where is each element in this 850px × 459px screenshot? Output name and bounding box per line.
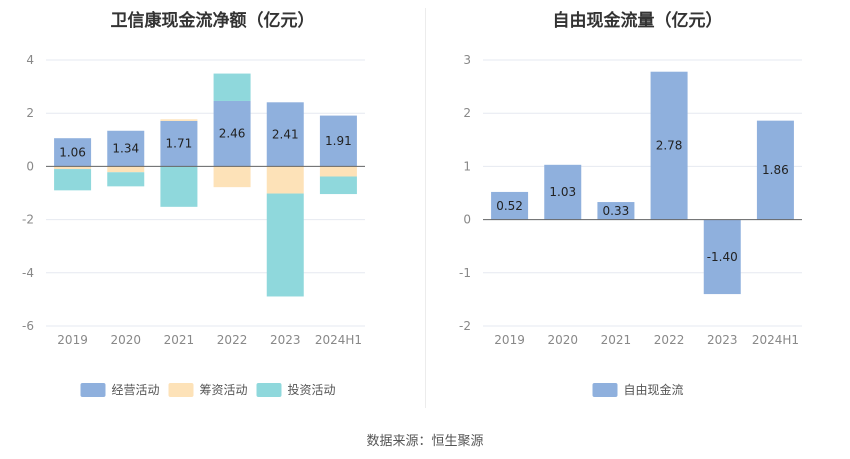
bar-自由现金流 bbox=[650, 71, 688, 220]
y-tick-label: 0 bbox=[26, 159, 34, 173]
panel-divider bbox=[425, 8, 426, 408]
data-label: 2.78 bbox=[656, 139, 683, 153]
data-label: 1.86 bbox=[762, 163, 789, 177]
y-tick-label: 2 bbox=[463, 106, 471, 120]
cash-flow-chart: -6 -4 -2 0 2 4 1.06 2019 1.34 2020 1.71 2021 2.46 202… bbox=[22, 53, 365, 397]
bar-自由现金流 bbox=[491, 191, 529, 220]
bar-筹资活动 bbox=[160, 119, 198, 121]
legend-swatch bbox=[256, 383, 282, 397]
data-label: 2.46 bbox=[219, 127, 246, 141]
bar-筹资活动 bbox=[107, 166, 145, 173]
bar-投资活动 bbox=[107, 172, 145, 187]
data-label: 1.03 bbox=[549, 185, 576, 199]
chart-title: 自由现金流量（亿元） bbox=[552, 11, 723, 31]
bar-投资活动 bbox=[54, 169, 92, 191]
data-label: 1.06 bbox=[59, 145, 86, 159]
bar-筹资活动 bbox=[319, 166, 357, 177]
free-cash-flow-chart-panel: 自由现金流量（亿元） -2 -1 0 1 2 3 0.52 2019 1.03 2020 0.33 2… bbox=[425, 0, 850, 420]
x-tick-label: 2019 bbox=[494, 333, 525, 347]
x-tick-label: 2022 bbox=[654, 333, 685, 347]
x-tick-label: 2020 bbox=[110, 333, 141, 347]
y-tick-label: -2 bbox=[22, 213, 34, 227]
bar-自由现金流 bbox=[756, 120, 794, 220]
data-label: -1.40 bbox=[707, 250, 738, 264]
y-tick-label: -2 bbox=[459, 319, 471, 333]
x-tick-label: 2023 bbox=[707, 333, 738, 347]
legend-label: 经营活动 bbox=[112, 383, 160, 397]
legend-label: 筹资活动 bbox=[200, 383, 248, 397]
data-label: 1.91 bbox=[325, 134, 352, 148]
data-label: 0.52 bbox=[496, 199, 523, 213]
x-tick-label: 2021 bbox=[601, 333, 632, 347]
x-tick-label: 2024H1 bbox=[315, 333, 362, 347]
x-tick-label: 2020 bbox=[547, 333, 578, 347]
bar-筹资活动 bbox=[266, 166, 304, 194]
legend-swatch bbox=[168, 383, 194, 397]
y-tick-label: -4 bbox=[22, 266, 34, 280]
y-tick-label: 0 bbox=[463, 213, 471, 227]
bar-自由现金流 bbox=[703, 219, 741, 295]
legend-swatch bbox=[592, 383, 618, 397]
x-tick-label: 2022 bbox=[217, 333, 248, 347]
data-source-note: 数据来源：恒生聚源 bbox=[366, 434, 484, 449]
bar-投资活动 bbox=[266, 193, 304, 297]
bar-投资活动 bbox=[319, 176, 357, 195]
x-tick-label: 2023 bbox=[270, 333, 301, 347]
bar-经营活动 bbox=[107, 130, 145, 167]
bar-投资活动 bbox=[160, 166, 198, 207]
legend-label: 投资活动 bbox=[288, 382, 336, 397]
bar-投资活动 bbox=[213, 73, 251, 101]
bar-筹资活动 bbox=[213, 166, 251, 188]
y-tick-label: 3 bbox=[463, 53, 471, 67]
chart-title: 卫信康现金流净额（亿元） bbox=[110, 11, 315, 31]
data-label: 2.41 bbox=[272, 127, 299, 141]
bar-自由现金流 bbox=[544, 164, 582, 220]
x-tick-label: 2024H1 bbox=[752, 333, 799, 347]
data-label: 1.34 bbox=[112, 142, 139, 156]
bar-经营活动 bbox=[160, 120, 198, 167]
y-tick-label: 2 bbox=[26, 106, 34, 120]
data-label: 0.33 bbox=[603, 204, 630, 218]
y-tick-label: 4 bbox=[26, 53, 34, 67]
bar-自由现金流 bbox=[597, 202, 635, 220]
free-cash-flow-chart: -2 -1 0 1 2 3 0.52 2019 1.03 2020 0.33 2021 2.78 2022… bbox=[459, 53, 802, 397]
data-label: 1.71 bbox=[166, 137, 193, 151]
bar-经营活动 bbox=[266, 102, 304, 167]
cash-flow-chart-panel: 卫信康现金流净额（亿元） -6 -4 -2 0 2 4 1.06 2019 1.34 2020 1.… bbox=[0, 0, 425, 420]
y-tick-label: -1 bbox=[459, 266, 471, 280]
legend-label: 自由现金流 bbox=[624, 382, 684, 397]
y-tick-label: -6 bbox=[22, 319, 34, 333]
x-tick-label: 2019 bbox=[57, 333, 88, 347]
bar-经营活动 bbox=[213, 100, 251, 167]
bar-筹资活动 bbox=[54, 166, 92, 170]
x-tick-label: 2021 bbox=[164, 333, 195, 347]
bar-经营活动 bbox=[54, 138, 92, 167]
bar-经营活动 bbox=[319, 115, 357, 167]
legend-swatch bbox=[80, 383, 106, 397]
y-tick-label: 1 bbox=[463, 159, 471, 173]
